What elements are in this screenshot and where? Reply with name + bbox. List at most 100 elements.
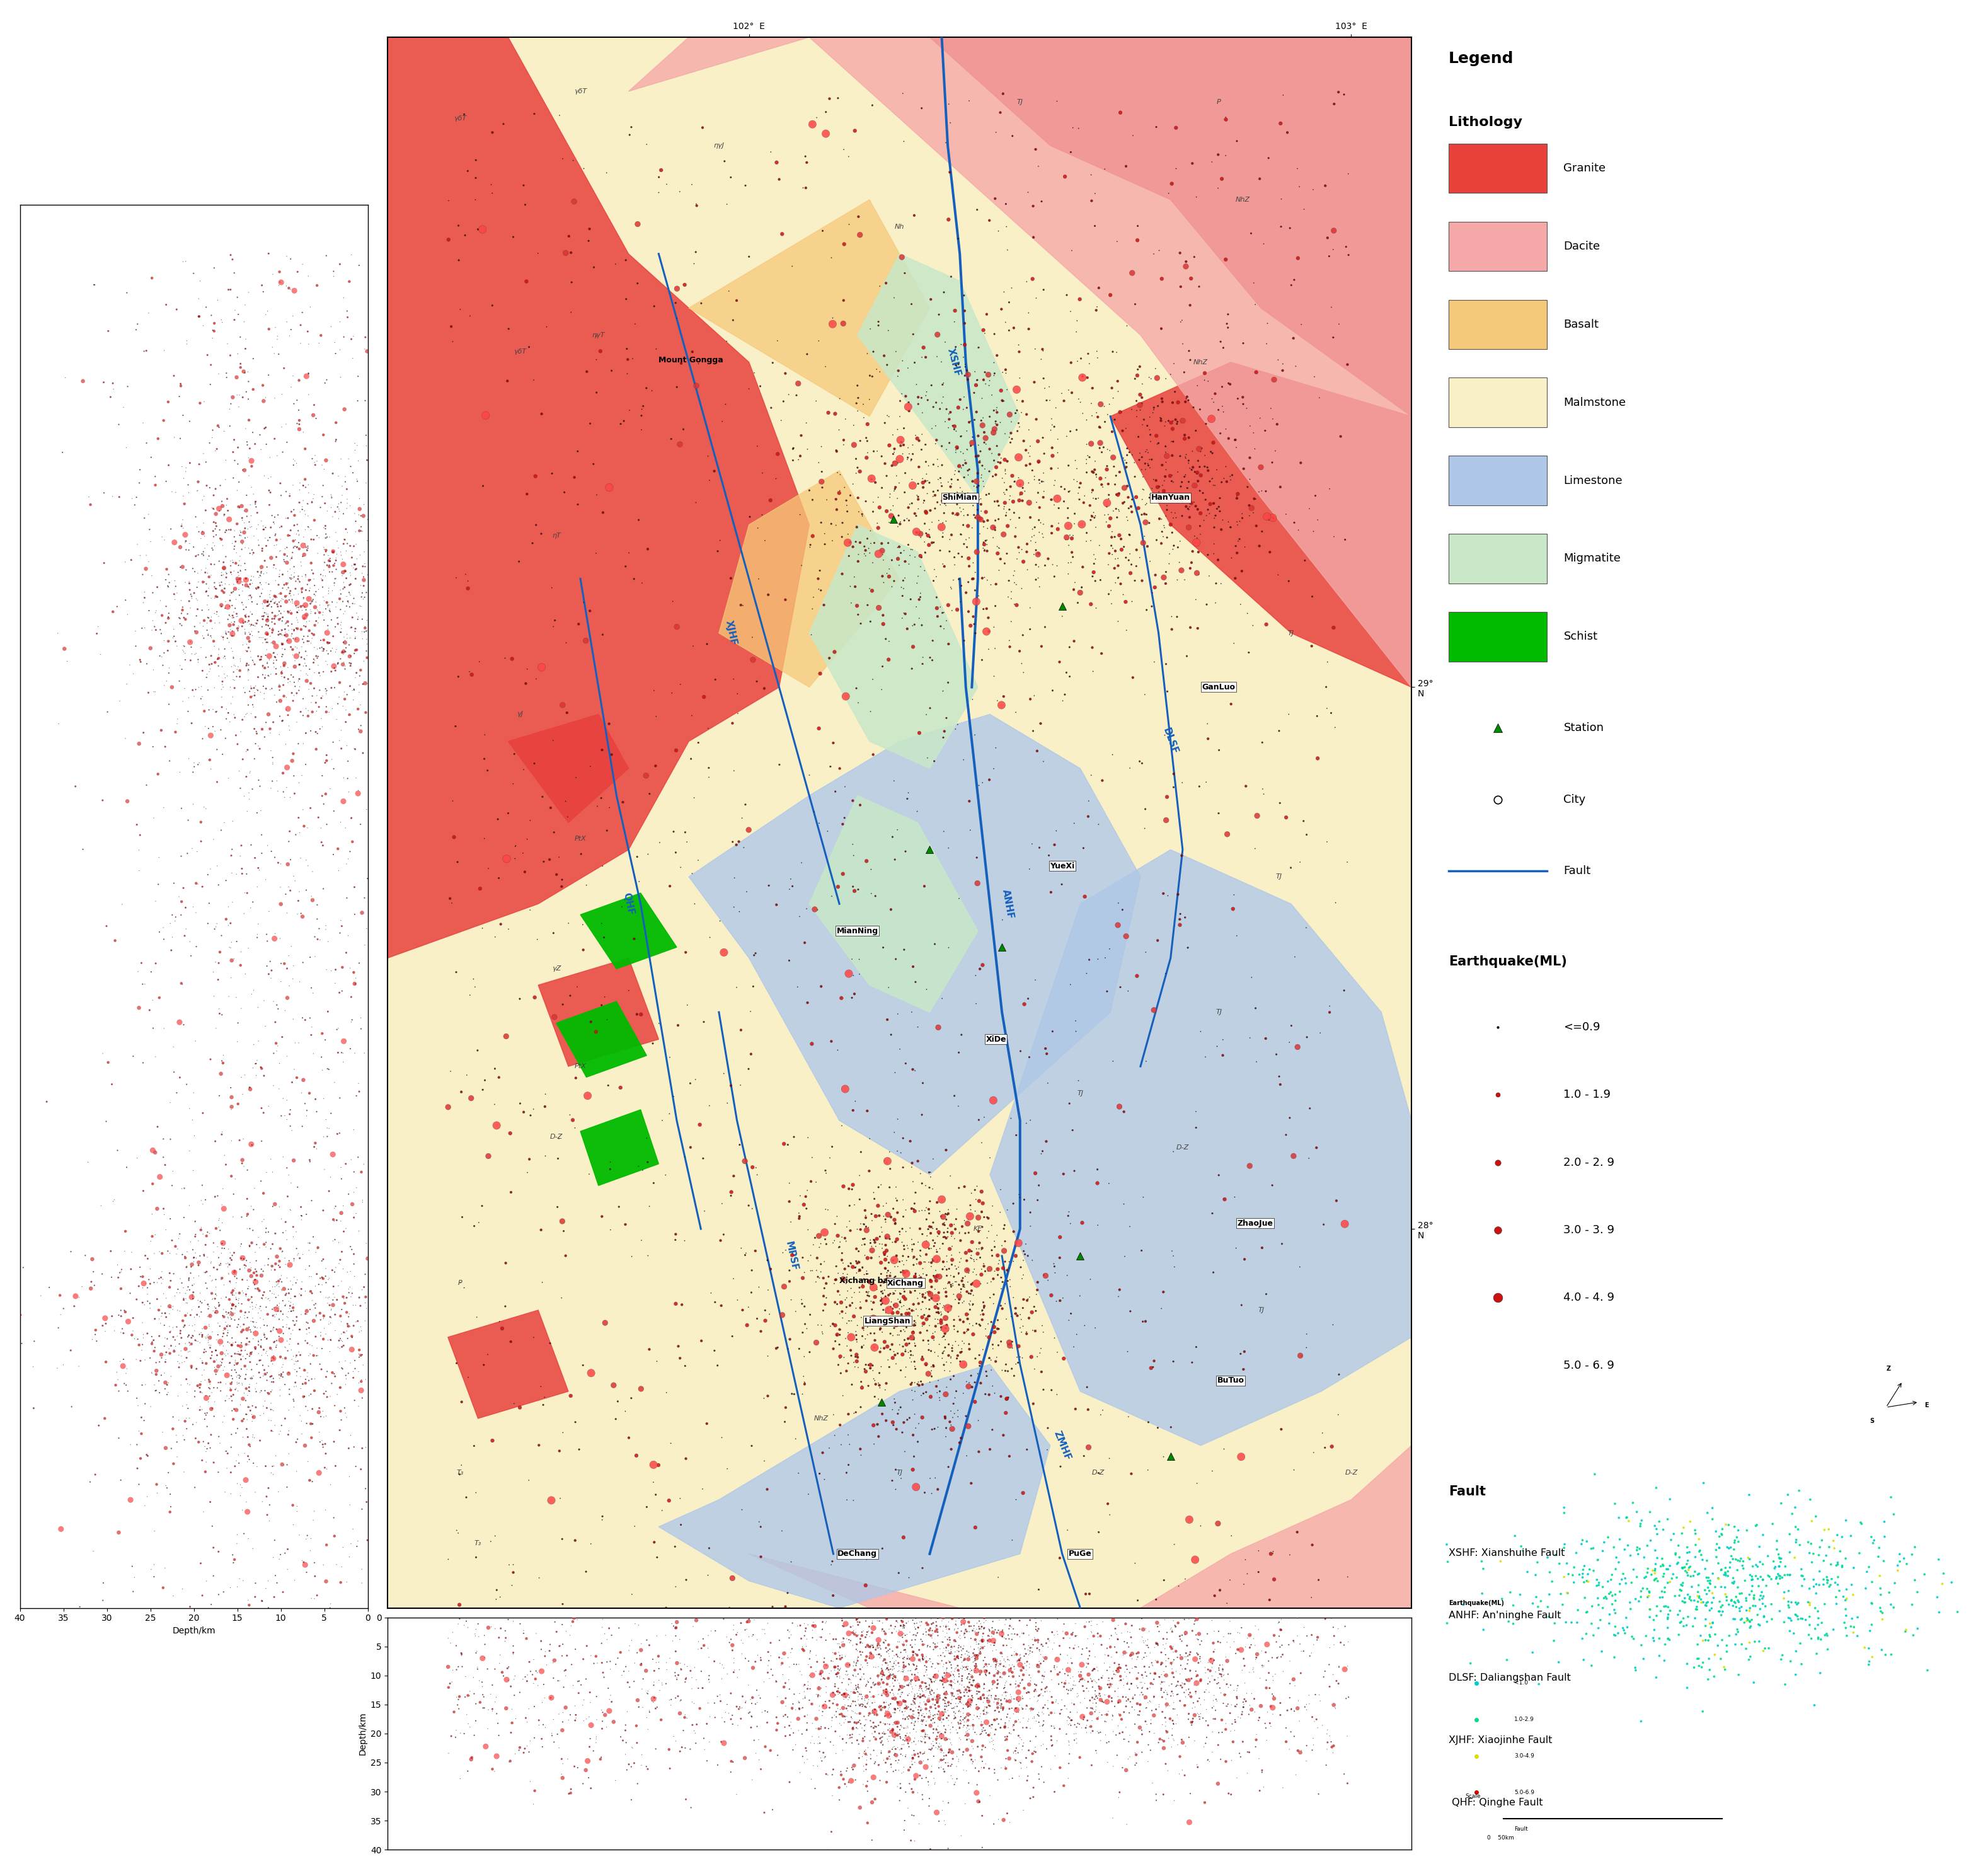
Point	[481, 1742, 513, 1772]
Point	[968, 1753, 1000, 1783]
Point	[133, 297, 165, 327]
Point	[676, 336, 708, 366]
Point	[885, 1463, 916, 1493]
Point	[1157, 428, 1189, 457]
Point	[157, 361, 189, 390]
Point	[938, 1655, 970, 1684]
Point	[348, 617, 380, 647]
Point	[332, 623, 364, 653]
Point	[1113, 1684, 1145, 1714]
Point	[628, 390, 660, 420]
Point	[903, 1692, 934, 1721]
Point	[286, 249, 318, 279]
Point	[968, 1251, 1000, 1281]
Point	[863, 1192, 895, 1221]
Point	[986, 1262, 1018, 1292]
Point	[278, 511, 310, 541]
Point	[1586, 1593, 1618, 1623]
Point	[282, 887, 314, 916]
Point	[950, 1441, 982, 1470]
Point	[1177, 392, 1209, 422]
Point	[346, 558, 378, 587]
Point	[1185, 511, 1217, 541]
Point	[630, 1123, 662, 1153]
Point	[1815, 1563, 1847, 1593]
Point	[956, 467, 988, 496]
Point	[1545, 1578, 1576, 1608]
Point	[294, 595, 326, 625]
Point	[1612, 1612, 1644, 1641]
Point	[338, 584, 370, 613]
Point	[734, 1190, 765, 1220]
Point	[258, 508, 290, 537]
Point	[254, 963, 286, 993]
Point	[306, 636, 338, 666]
Point	[857, 1630, 889, 1660]
Point	[897, 1340, 928, 1370]
Point	[225, 493, 256, 522]
Point	[310, 561, 342, 591]
Point	[1030, 1656, 1062, 1686]
Point	[958, 377, 990, 407]
Point	[1239, 1612, 1270, 1641]
Point	[165, 1318, 197, 1348]
Point	[980, 634, 1012, 664]
Point	[859, 1307, 891, 1337]
Point	[897, 1749, 928, 1779]
Point	[107, 1314, 139, 1344]
Point	[875, 1203, 907, 1233]
Point	[946, 1325, 978, 1355]
Point	[845, 1621, 877, 1651]
Point	[1813, 1571, 1845, 1601]
Point	[1173, 513, 1205, 543]
Point	[270, 582, 302, 612]
Point	[982, 1694, 1014, 1723]
Point	[942, 1614, 974, 1643]
Point	[272, 710, 304, 740]
Point	[1284, 1658, 1316, 1688]
Point	[922, 1283, 954, 1312]
Point	[221, 599, 252, 628]
Point	[614, 396, 646, 426]
Point	[1159, 1253, 1191, 1283]
Point	[1103, 1701, 1135, 1731]
Point	[1131, 1625, 1163, 1655]
Point	[1077, 476, 1109, 506]
Point	[491, 1021, 523, 1050]
Point	[199, 716, 231, 745]
Point	[292, 359, 324, 389]
Point	[980, 1346, 1012, 1376]
Point	[338, 429, 370, 459]
Point	[1004, 1762, 1036, 1792]
Point	[934, 108, 966, 138]
Point	[777, 1608, 809, 1638]
Point	[926, 599, 958, 628]
Point	[1091, 455, 1123, 485]
Point	[225, 937, 256, 967]
Point	[809, 1156, 841, 1186]
Point	[869, 1240, 901, 1270]
Point	[887, 1725, 918, 1755]
Point	[861, 437, 893, 467]
Point	[940, 1742, 972, 1772]
Point	[877, 1664, 909, 1694]
Polygon shape	[688, 199, 930, 416]
Point	[82, 619, 113, 649]
Point	[1066, 573, 1097, 602]
Point	[125, 647, 157, 677]
Point	[885, 1299, 916, 1329]
Point	[338, 1363, 370, 1392]
Point	[286, 1112, 318, 1141]
Point	[899, 1324, 930, 1353]
Point	[879, 1208, 911, 1238]
Point	[1571, 1597, 1602, 1627]
Point	[918, 1628, 950, 1658]
Point	[225, 773, 256, 803]
Point	[1219, 1707, 1250, 1736]
Point	[1129, 1602, 1161, 1632]
Point	[1231, 771, 1262, 801]
Point	[1310, 693, 1342, 723]
Point	[143, 1236, 175, 1266]
Point	[1028, 1641, 1060, 1671]
Point	[1590, 1582, 1622, 1612]
